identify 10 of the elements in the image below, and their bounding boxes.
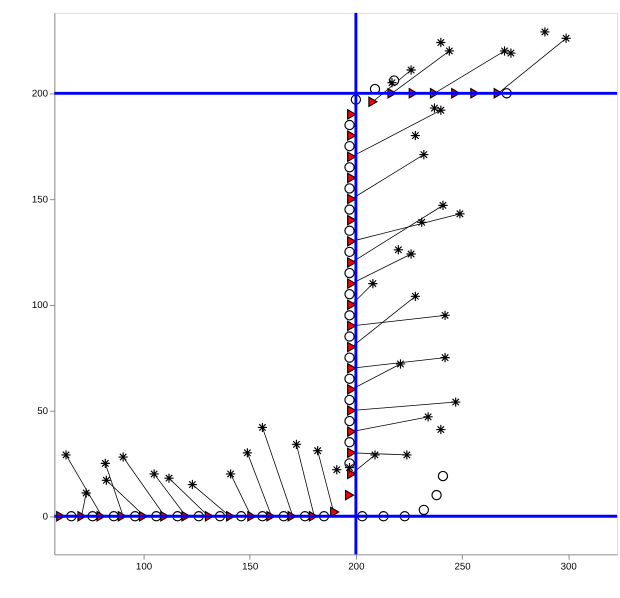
y-tick-label: 200	[32, 88, 49, 100]
x-tick-label: 200	[348, 561, 366, 572]
y-tick-label: 150	[32, 194, 49, 206]
y-tick-label: 100	[32, 300, 49, 312]
y-tick-label: 50	[37, 406, 49, 417]
x-tick-label: 250	[454, 561, 472, 572]
x-tick-label: 300	[560, 561, 578, 572]
y-tick-label: 0	[42, 512, 49, 523]
x-tick-label: 150	[242, 561, 259, 572]
x-tick-label: 100	[136, 561, 153, 572]
